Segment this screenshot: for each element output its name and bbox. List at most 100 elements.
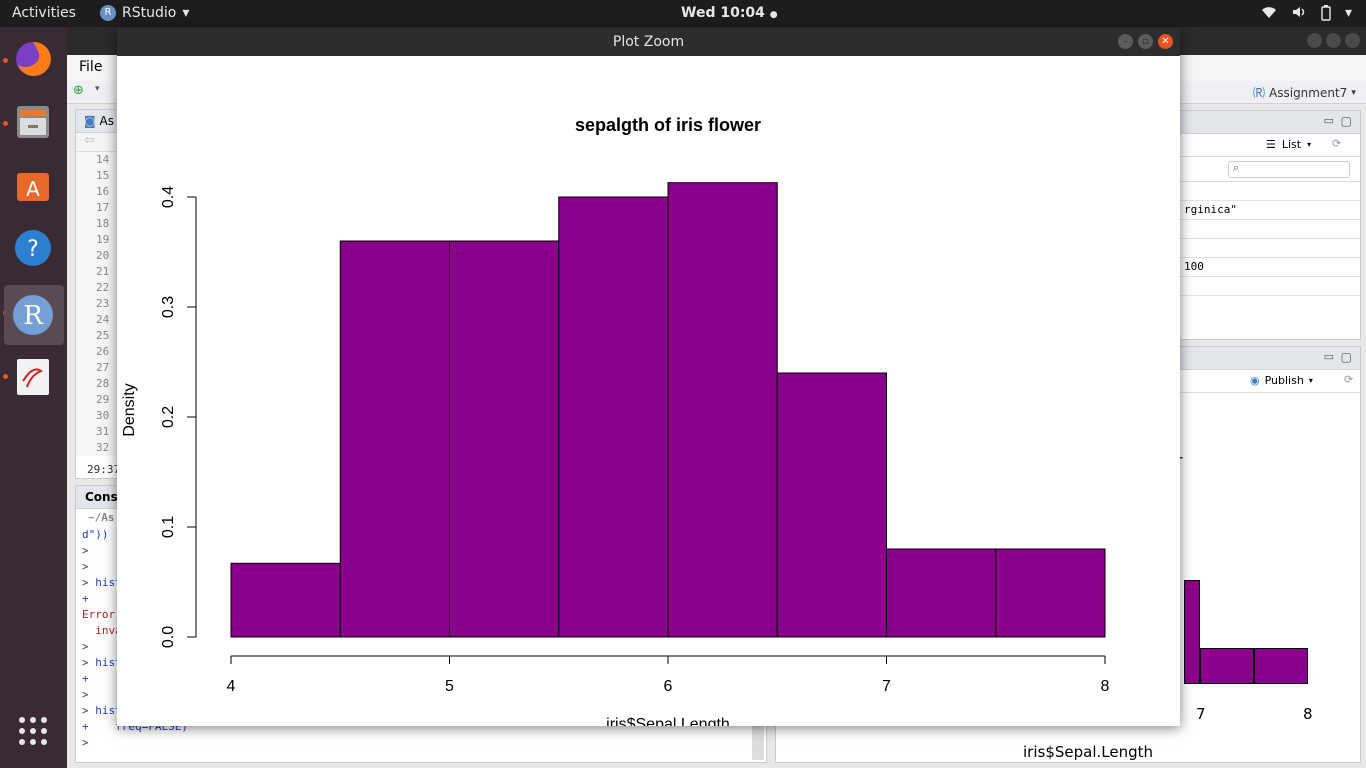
- environment-toolbar: ☰ List ▾ ⟳: [1180, 134, 1360, 157]
- project-menu[interactable]: 🄡 Assignment7 ▾: [1253, 84, 1356, 101]
- y-tick-label: 0.0: [160, 626, 177, 648]
- histogram-bar: [995, 548, 1106, 638]
- search-icon: ⌕: [1233, 161, 1240, 174]
- svg-text:A: A: [26, 177, 40, 201]
- back-arrow-icon[interactable]: ⇦: [84, 133, 95, 148]
- console-scrollbar[interactable]: [752, 726, 764, 760]
- new-file-icon[interactable]: ⊕: [73, 83, 84, 98]
- histogram-chart: sepalgth of iris flower iris$Sepal.Lengt…: [121, 115, 1110, 726]
- line-number: 29: [96, 393, 110, 406]
- running-indicator: [3, 374, 8, 379]
- console-path: ~/As: [88, 511, 115, 524]
- chevron-down-icon: ▾: [1308, 376, 1313, 385]
- document-viewer-icon[interactable]: [11, 355, 55, 399]
- line-number: 32: [96, 441, 110, 454]
- view-mode-select[interactable]: ☰ List ▾: [1266, 138, 1311, 151]
- minimize-pane-icon[interactable]: ▭: [1323, 350, 1334, 363]
- environment-pane-header: ▭ ▢: [1180, 111, 1360, 134]
- line-number: 17: [96, 201, 110, 214]
- console-line: +: [82, 592, 89, 605]
- close-icon[interactable]: [1345, 33, 1360, 48]
- firefox-icon[interactable]: [11, 37, 55, 81]
- console-line: >: [82, 688, 89, 701]
- console-line: inva: [82, 624, 122, 637]
- battery-icon: [1321, 5, 1331, 25]
- app-menu[interactable]: R RStudio ▾: [100, 5, 189, 21]
- chevron-down-icon: ▾: [1307, 140, 1312, 149]
- minimize-icon[interactable]: [1307, 33, 1322, 48]
- refresh-icon[interactable]: ⟳: [1332, 137, 1342, 150]
- x-axis-label: iris$Sepal.Length: [606, 716, 730, 726]
- activities-button[interactable]: Activities: [12, 5, 76, 21]
- x-tick-label: 7: [882, 678, 891, 695]
- console-line: >: [82, 544, 89, 557]
- line-number: 18: [96, 217, 110, 230]
- close-icon[interactable]: ✕: [1158, 34, 1173, 49]
- line-number: 24: [96, 313, 110, 326]
- refresh-icon[interactable]: ⟳: [1344, 373, 1354, 386]
- maximize-icon[interactable]: [1326, 33, 1341, 48]
- line-number: 22: [96, 281, 110, 294]
- environment-row[interactable]: 100: [1180, 258, 1360, 277]
- console-line: > hist: [82, 656, 122, 669]
- environment-search-input[interactable]: ⌕: [1228, 161, 1350, 178]
- wifi-icon: [1261, 5, 1277, 25]
- bg-tick-label: 8: [1303, 705, 1313, 723]
- line-number: 25: [96, 329, 110, 342]
- histogram-bar: [886, 548, 997, 638]
- x-tick-label: 8: [1101, 678, 1110, 695]
- cursor-position: 29:37: [87, 463, 121, 476]
- console-line: +: [82, 672, 89, 685]
- publish-button[interactable]: ◉ Publish ▾: [1250, 374, 1313, 387]
- app-menu-label: RStudio: [122, 5, 177, 21]
- line-number: 21: [96, 265, 110, 278]
- publish-label: Publish: [1264, 374, 1304, 387]
- chevron-down-icon: ▾: [182, 5, 190, 21]
- show-applications-icon[interactable]: [11, 709, 55, 753]
- files-icon[interactable]: [11, 100, 55, 144]
- environment-row[interactable]: [1180, 220, 1360, 239]
- maximize-pane-icon[interactable]: ▢: [1340, 350, 1352, 364]
- notification-dot-icon: ●: [769, 10, 778, 20]
- histogram-bar: [449, 240, 560, 638]
- x-tick-label: 5: [445, 678, 454, 695]
- svg-text:?: ?: [27, 237, 39, 262]
- line-number: 26: [96, 345, 110, 358]
- chevron-down-icon: ▾: [1344, 5, 1352, 21]
- line-number: 14: [96, 153, 110, 166]
- histogram-bar: [776, 372, 887, 638]
- maximize-icon[interactable]: ▫: [1138, 34, 1153, 49]
- svg-text:R: R: [23, 301, 44, 331]
- help-icon[interactable]: ?: [11, 226, 55, 270]
- view-mode-label: List: [1281, 138, 1302, 151]
- chevron-down-icon[interactable]: ▾: [95, 84, 100, 94]
- histogram-bar: [230, 562, 341, 638]
- bg-histogram-bar: [1184, 580, 1200, 684]
- line-number: 27: [96, 361, 110, 374]
- line-number: 23: [96, 297, 110, 310]
- bg-tick-label: 7: [1196, 705, 1206, 723]
- environment-row[interactable]: [1180, 239, 1360, 258]
- environment-row[interactable]: rginica": [1180, 201, 1360, 220]
- rstudio-icon[interactable]: R: [11, 293, 55, 337]
- project-label: Assignment7: [1269, 85, 1348, 100]
- console-line: > hist: [82, 576, 122, 589]
- histogram-bar: [667, 182, 778, 638]
- clock-label: Wed 10:04: [681, 5, 765, 21]
- line-number: 31: [96, 425, 110, 438]
- rstudio-icon: R: [100, 5, 116, 21]
- minimize-pane-icon[interactable]: ▭: [1323, 114, 1334, 127]
- plot-zoom-window: Plot Zoom – ▫ ✕ sepalgth of iris flower …: [117, 28, 1180, 726]
- y-tick-label: 0.1: [160, 516, 177, 538]
- environment-row[interactable]: [1180, 182, 1360, 201]
- clock[interactable]: Wed 10:04 ●: [681, 5, 778, 21]
- minimize-icon[interactable]: –: [1118, 34, 1133, 49]
- system-tray[interactable]: ▾: [1261, 5, 1352, 25]
- publish-icon: ◉: [1250, 374, 1260, 387]
- x-tick-label: 6: [664, 678, 673, 695]
- environment-row[interactable]: [1180, 277, 1360, 296]
- menu-file[interactable]: File: [79, 59, 103, 75]
- maximize-pane-icon[interactable]: ▢: [1340, 114, 1352, 128]
- software-center-icon[interactable]: A: [11, 163, 55, 207]
- line-number: 28: [96, 377, 110, 390]
